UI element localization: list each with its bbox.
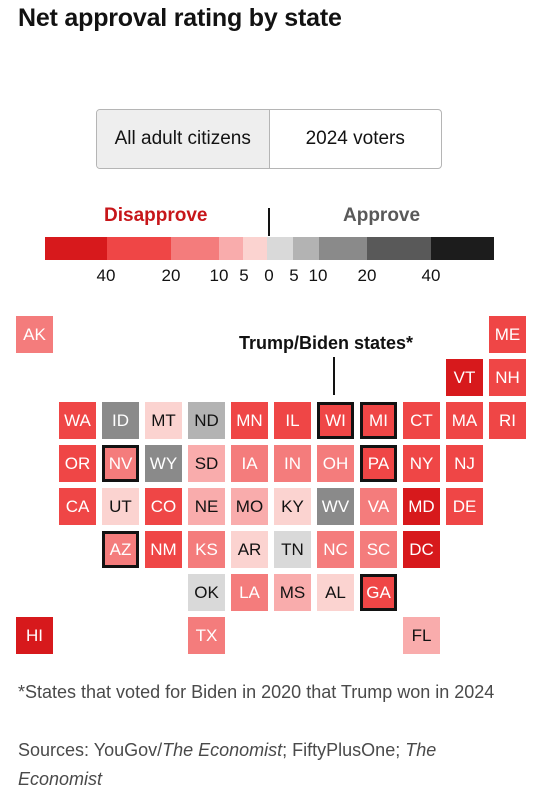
legend-bin bbox=[267, 237, 293, 260]
state-tile-ny[interactable]: NY bbox=[403, 445, 440, 482]
state-tile-dc[interactable]: DC bbox=[403, 531, 440, 568]
legend-bin bbox=[171, 237, 219, 260]
state-tile-ct[interactable]: CT bbox=[403, 402, 440, 439]
legend-bin bbox=[243, 237, 267, 260]
state-tile-co[interactable]: CO bbox=[145, 488, 182, 525]
sources-prefix: Sources: YouGov/ bbox=[18, 740, 163, 760]
legend-disapprove-label: Disapprove bbox=[104, 205, 208, 226]
legend-bin bbox=[219, 237, 243, 260]
state-tile-ok[interactable]: OK bbox=[188, 574, 225, 611]
sources-note: Sources: YouGov/The Economist; FiftyPlus… bbox=[18, 736, 518, 794]
legend-bin bbox=[319, 237, 367, 260]
legend-zero-divider bbox=[268, 208, 270, 236]
sources-economist-2: The Economist bbox=[18, 740, 437, 789]
state-tile-hi[interactable]: HI bbox=[16, 617, 53, 654]
state-tile-nh[interactable]: NH bbox=[489, 359, 526, 396]
legend-bin bbox=[45, 237, 107, 260]
state-tile-or[interactable]: OR bbox=[59, 445, 96, 482]
state-tile-va[interactable]: VA bbox=[360, 488, 397, 525]
state-tile-map: AK ME VT NH WA ID MT ND MN IL WI MI CT MA RI OR NV WY SD IA… bbox=[0, 300, 539, 660]
state-tile-ia[interactable]: IA bbox=[231, 445, 268, 482]
sources-economist-1: The Economist bbox=[162, 740, 283, 760]
state-tile-ar[interactable]: AR bbox=[231, 531, 268, 568]
state-tile-sc[interactable]: SC bbox=[360, 531, 397, 568]
legend-bin bbox=[107, 237, 171, 260]
state-tile-mn[interactable]: MN bbox=[231, 402, 268, 439]
state-tile-nc[interactable]: NC bbox=[317, 531, 354, 568]
toggle-all-adult-citizens[interactable]: All adult citizens bbox=[97, 110, 270, 168]
state-tile-pa[interactable]: PA bbox=[360, 445, 397, 482]
state-tile-az[interactable]: AZ bbox=[102, 531, 139, 568]
legend-tick-label: 10 bbox=[209, 266, 229, 285]
state-tile-wi[interactable]: WI bbox=[317, 402, 354, 439]
state-tile-al[interactable]: AL bbox=[317, 574, 354, 611]
legend-bin bbox=[431, 237, 494, 260]
state-tile-ut[interactable]: UT bbox=[102, 488, 139, 525]
state-tile-wa[interactable]: WA bbox=[59, 402, 96, 439]
state-tile-ms[interactable]: MS bbox=[274, 574, 311, 611]
state-tile-ks[interactable]: KS bbox=[188, 531, 225, 568]
state-tile-md[interactable]: MD bbox=[403, 488, 440, 525]
state-tile-mi[interactable]: MI bbox=[360, 402, 397, 439]
legend-tick-label: 10 bbox=[308, 266, 328, 285]
chart-title: Net approval rating by state bbox=[18, 4, 342, 32]
state-tile-la[interactable]: LA bbox=[231, 574, 268, 611]
state-tile-oh[interactable]: OH bbox=[317, 445, 354, 482]
state-tile-nm[interactable]: NM bbox=[145, 531, 182, 568]
state-tile-de[interactable]: DE bbox=[446, 488, 483, 525]
state-tile-in[interactable]: IN bbox=[274, 445, 311, 482]
sources-middle: ; FiftyPlusOne; bbox=[282, 740, 406, 760]
voter-group-toggle[interactable]: All adult citizens 2024 voters bbox=[96, 109, 442, 169]
state-tile-ky[interactable]: KY bbox=[274, 488, 311, 525]
state-tile-mt[interactable]: MT bbox=[145, 402, 182, 439]
state-tile-ga[interactable]: GA bbox=[360, 574, 397, 611]
footnote: *States that voted for Biden in 2020 tha… bbox=[18, 682, 495, 702]
state-tile-ma[interactable]: MA bbox=[446, 402, 483, 439]
state-tile-me[interactable]: ME bbox=[489, 316, 526, 353]
state-tile-tn[interactable]: TN bbox=[274, 531, 311, 568]
legend-tick-label: 20 bbox=[161, 266, 181, 285]
legend-tick-label: 5 bbox=[289, 266, 299, 285]
state-tile-id[interactable]: ID bbox=[102, 402, 139, 439]
legend-approve-label: Approve bbox=[343, 205, 421, 226]
legend-tick-label: 40 bbox=[96, 266, 116, 285]
state-tile-sd[interactable]: SD bbox=[188, 445, 225, 482]
state-tile-fl[interactable]: FL bbox=[403, 617, 440, 654]
legend-bin bbox=[293, 237, 319, 260]
state-tile-mo[interactable]: MO bbox=[231, 488, 268, 525]
legend-tick-label: 40 bbox=[421, 266, 441, 285]
legend-tick-label: 20 bbox=[357, 266, 377, 285]
legend-bin bbox=[367, 237, 431, 260]
state-tile-ak[interactable]: AK bbox=[16, 316, 53, 353]
state-tile-ca[interactable]: CA bbox=[59, 488, 96, 525]
state-tile-nv[interactable]: NV bbox=[102, 445, 139, 482]
legend-tick-label: 0 bbox=[264, 266, 274, 285]
state-tile-ri[interactable]: RI bbox=[489, 402, 526, 439]
state-tile-tx[interactable]: TX bbox=[188, 617, 225, 654]
state-tile-il[interactable]: IL bbox=[274, 402, 311, 439]
legend-tick-label: 5 bbox=[239, 266, 249, 285]
annotation-leader-line bbox=[333, 357, 335, 395]
state-tile-ne[interactable]: NE bbox=[188, 488, 225, 525]
state-tile-wv[interactable]: WV bbox=[317, 488, 354, 525]
state-tile-wy[interactable]: WY bbox=[145, 445, 182, 482]
state-tile-nj[interactable]: NJ bbox=[446, 445, 483, 482]
state-tile-nd[interactable]: ND bbox=[188, 402, 225, 439]
legend-color-scale bbox=[45, 237, 494, 260]
toggle-2024-voters[interactable]: 2024 voters bbox=[305, 128, 405, 149]
state-tile-vt[interactable]: VT bbox=[446, 359, 483, 396]
trump-biden-annotation: Trump/Biden states* bbox=[239, 333, 414, 353]
